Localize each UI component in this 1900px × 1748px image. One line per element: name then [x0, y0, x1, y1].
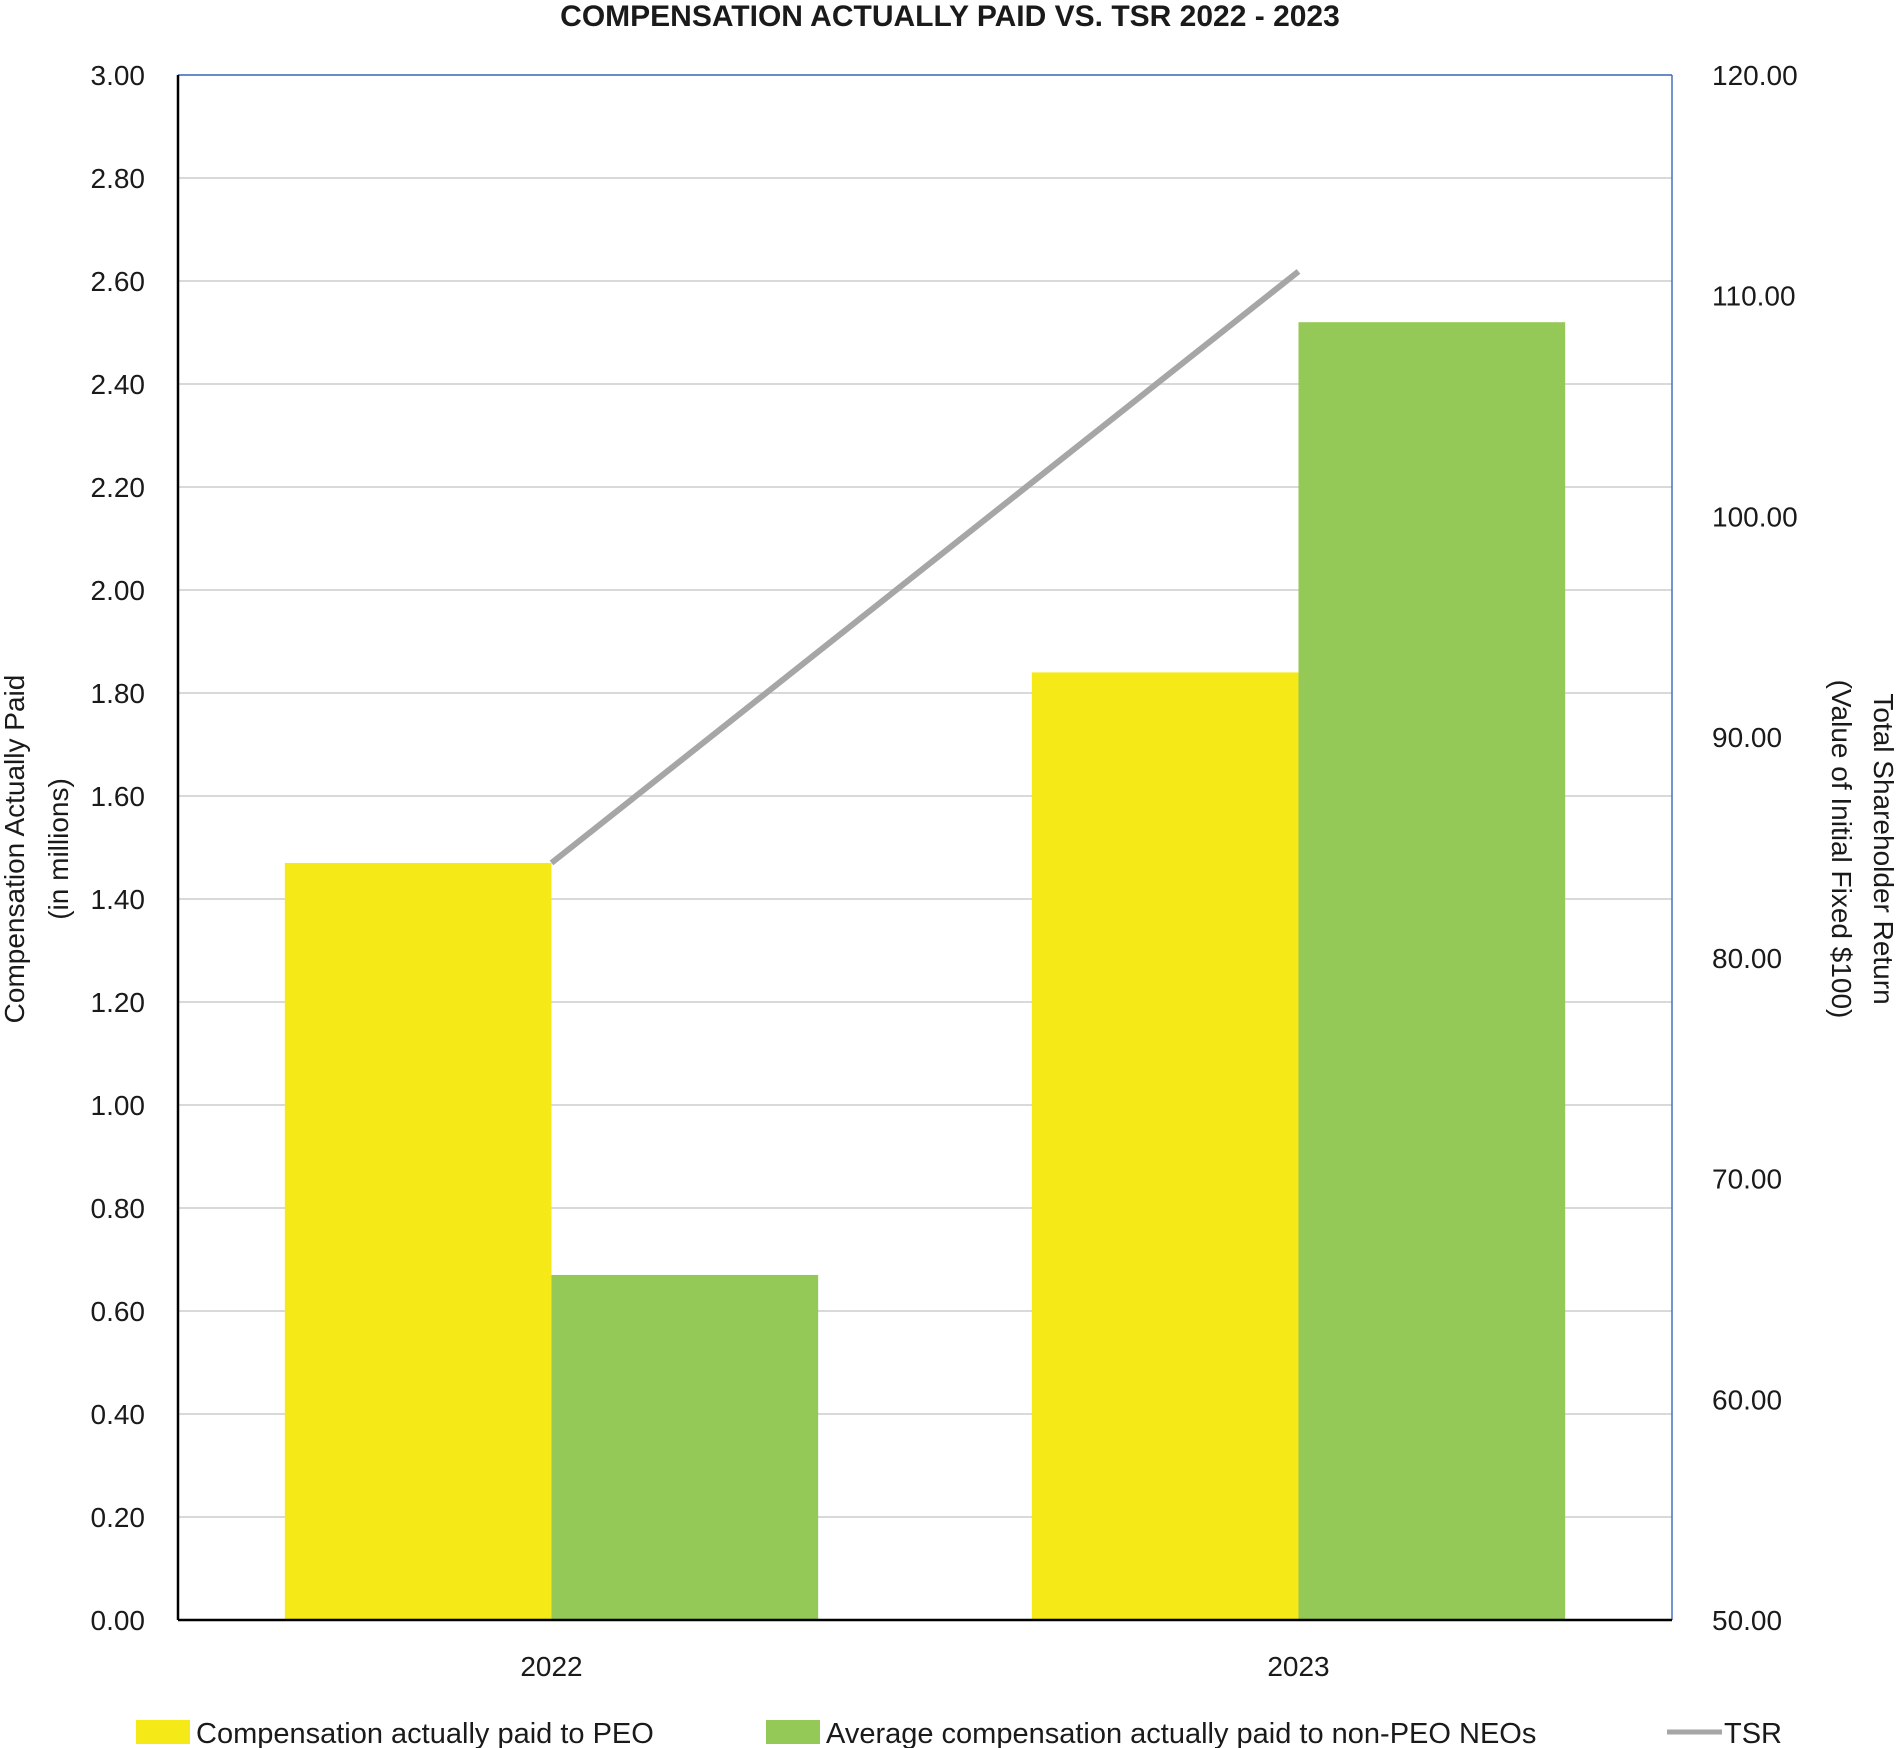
legend-label-peo: Compensation actually paid to PEO [196, 1718, 654, 1748]
left-tick-label: 1.20 [91, 987, 146, 1018]
tsr-line [549, 269, 1301, 866]
left-tick-label: 0.20 [91, 1502, 146, 1533]
right-tick-label: 90.00 [1712, 722, 1782, 753]
left-tick-label: 0.00 [91, 1605, 146, 1636]
right-tick-label: 50.00 [1712, 1605, 1782, 1636]
right-tick-label: 80.00 [1712, 943, 1782, 974]
left-tick-label: 0.40 [91, 1399, 146, 1430]
left-tick-label: 1.60 [91, 781, 146, 812]
right-tick-label: 100.00 [1712, 501, 1798, 532]
left-tick-label: 0.80 [91, 1193, 146, 1224]
left-tick-label: 1.00 [91, 1090, 146, 1121]
left-tick-label: 1.80 [91, 678, 146, 709]
axes [176, 74, 1673, 1622]
chart-title: COMPENSATION ACTUALLY PAID VS. TSR 2022 … [560, 0, 1340, 33]
legend-swatch-non-peo [766, 1720, 820, 1744]
bar-non-peo-2023 [1298, 322, 1566, 1621]
left-axis-title-line2: (in millions) [43, 778, 74, 920]
right-tick-label: 60.00 [1712, 1384, 1782, 1415]
legend-label-non-peo: Average compensation actually paid to no… [826, 1718, 1536, 1748]
legend-swatch-peo [136, 1720, 190, 1744]
left-tick-label: 2.40 [91, 369, 146, 400]
right-axis-title-line1: Total Shareholder Return [1868, 693, 1899, 1004]
left-axis-title-line1: Compensation Actually Paid [0, 675, 30, 1024]
bar-peo-2022 [284, 862, 552, 1620]
x-tick-label: 2022 [520, 1651, 582, 1682]
right-tick-label: 120.00 [1712, 60, 1798, 91]
legend: Compensation actually paid to PEO Averag… [136, 1718, 1782, 1748]
left-tick-label: 2.00 [91, 575, 146, 606]
right-tick-label: 110.00 [1712, 281, 1796, 312]
left-tick-label: 2.20 [91, 472, 146, 503]
left-tick-label: 2.60 [91, 266, 146, 297]
bars [284, 322, 1566, 1621]
left-tick-label: 2.80 [91, 163, 146, 194]
left-tick-label: 1.40 [91, 884, 146, 915]
legend-label-tsr: TSR [1724, 1718, 1782, 1748]
tick-labels: 0.00 0.20 0.40 0.60 0.80 1.00 1.20 1.40 1.60 1.80… [91, 60, 1798, 1682]
left-tick-label: 3.00 [91, 60, 146, 91]
left-tick-label: 0.60 [91, 1296, 146, 1327]
tsr-line-layer [549, 269, 1301, 866]
right-axis-title-line2: (Value of Initial Fixed $100) [1826, 680, 1857, 1019]
bar-non-peo-2022 [551, 1274, 819, 1620]
x-tick-label: 2023 [1267, 1651, 1329, 1682]
right-tick-label: 70.00 [1712, 1164, 1782, 1195]
bar-peo-2023 [1031, 672, 1299, 1620]
